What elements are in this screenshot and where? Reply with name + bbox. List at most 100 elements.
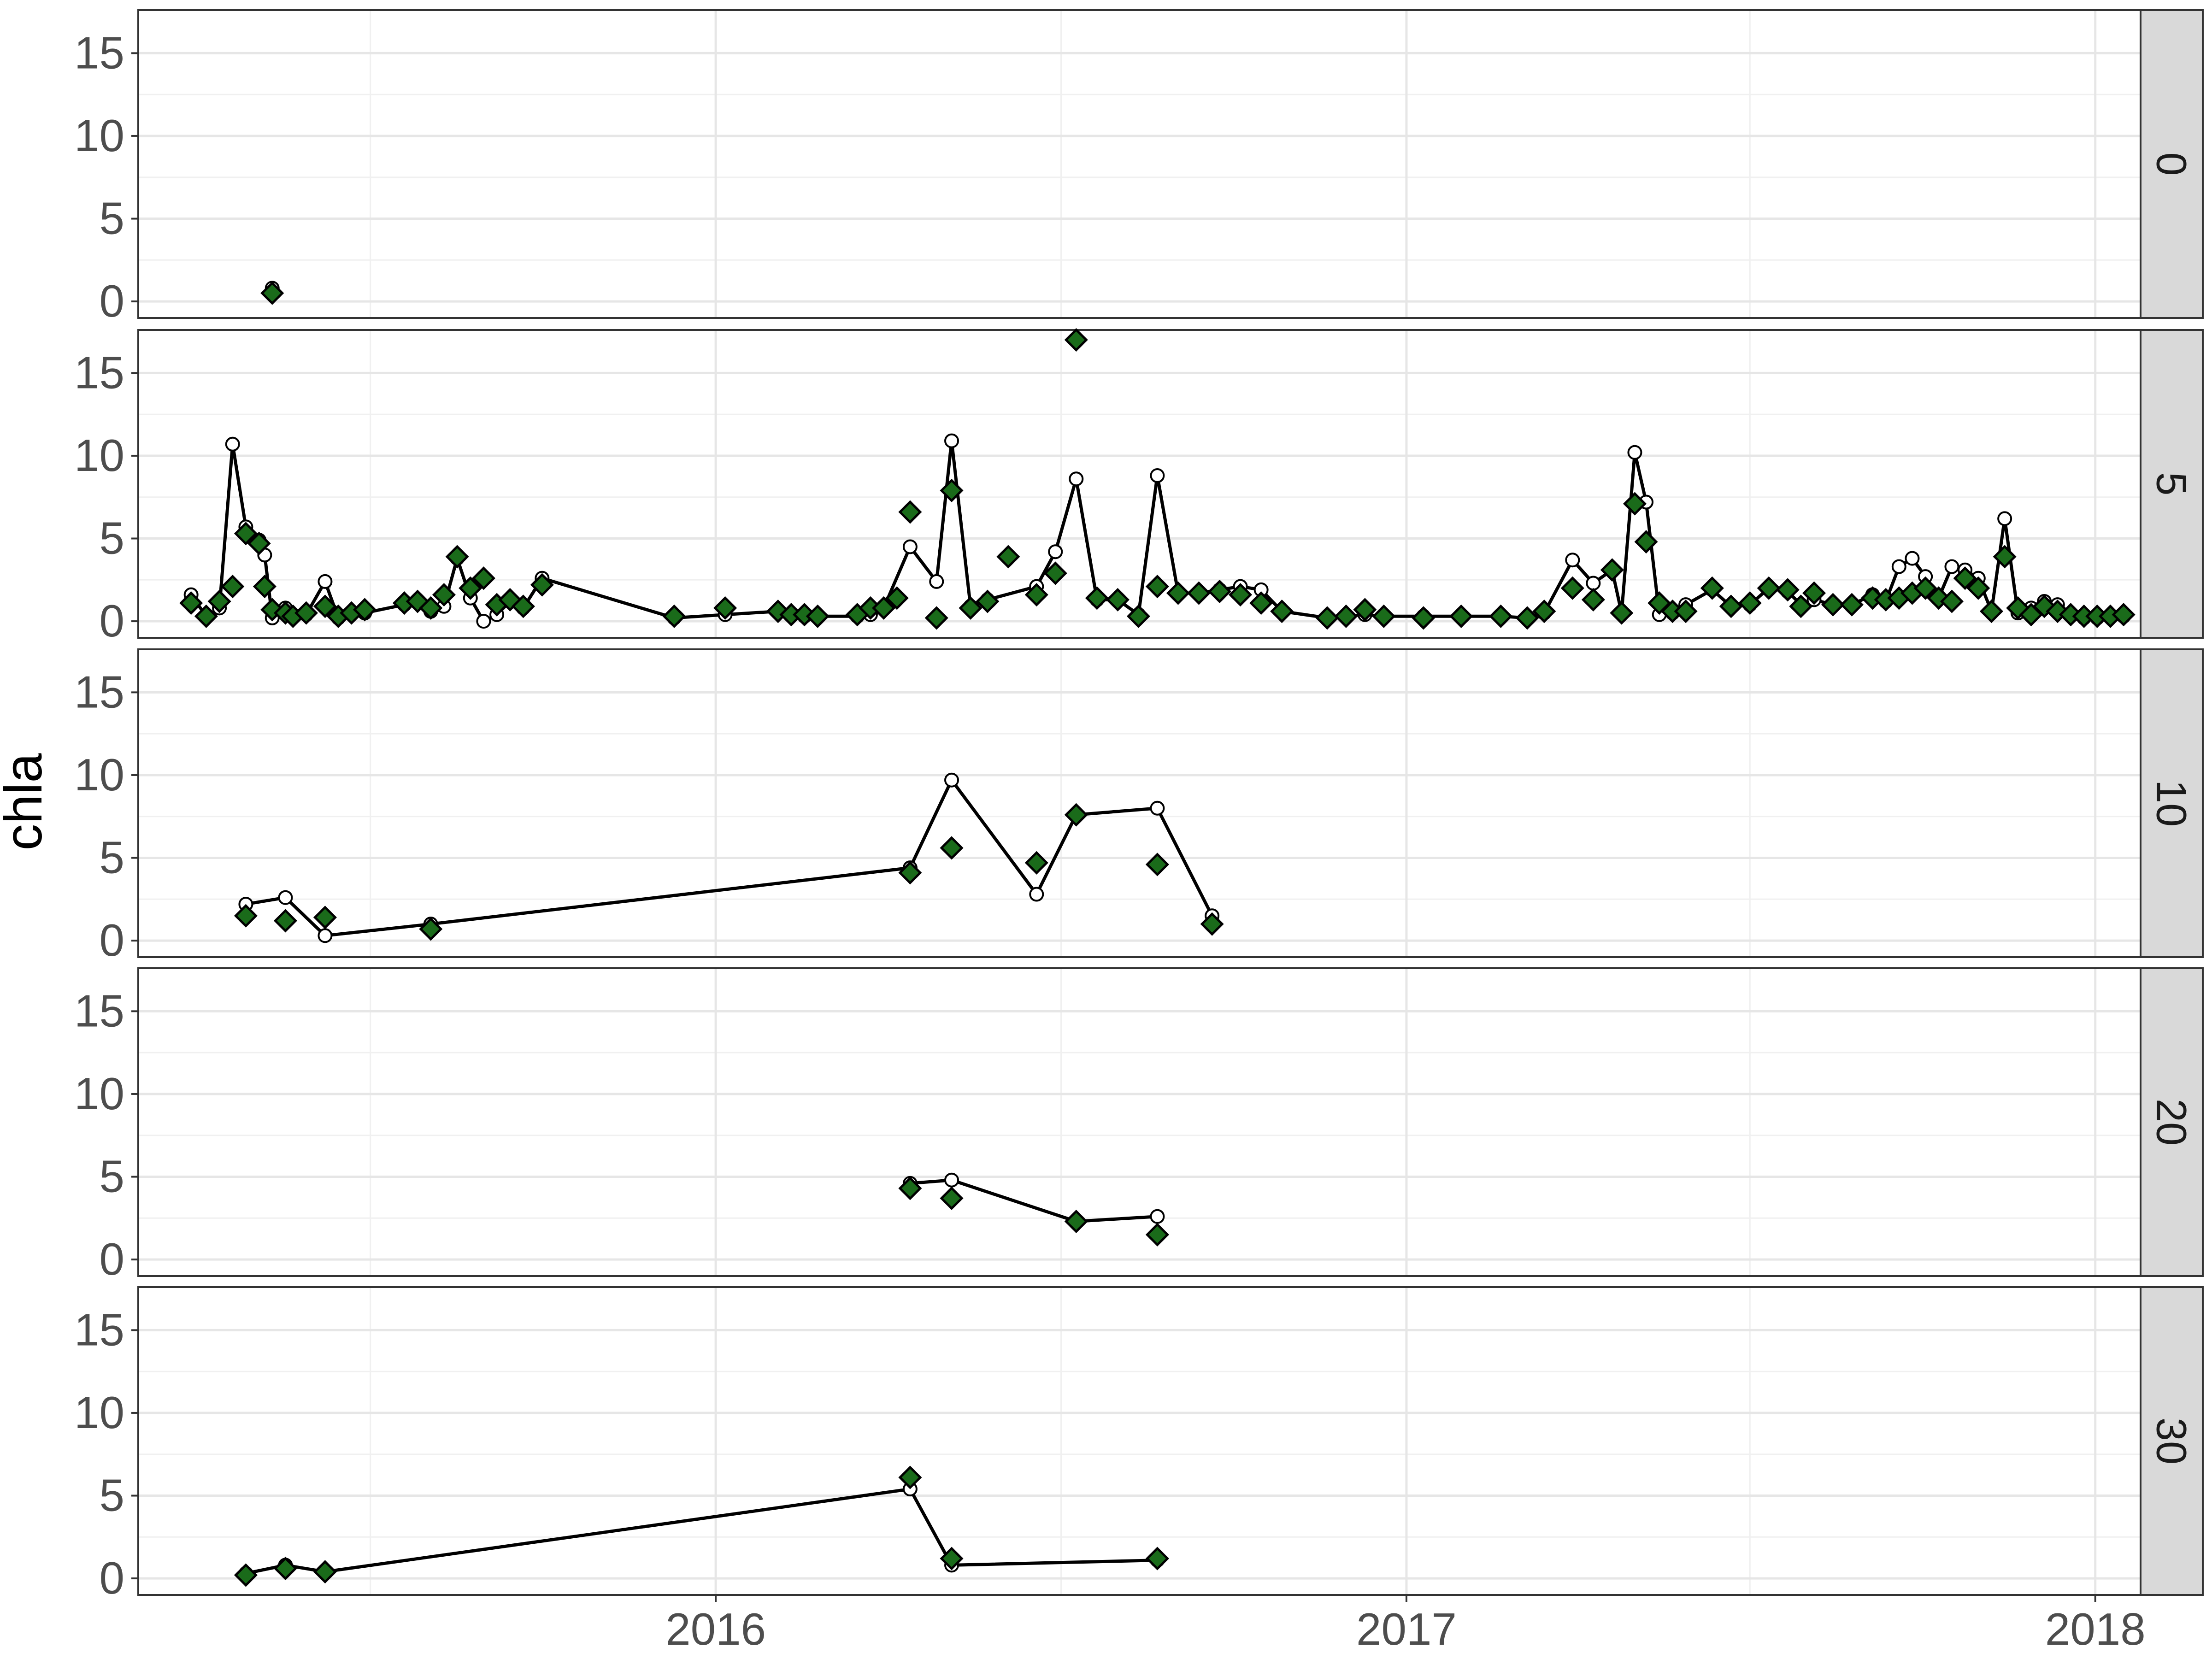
diamond-point — [1738, 591, 1762, 615]
diamond-point — [1674, 600, 1698, 624]
diamond-point — [924, 606, 948, 630]
x-tick-label: 2017 — [1356, 1604, 1457, 1654]
diamond-point — [898, 1465, 922, 1489]
facet-panel-0: 0 5 10 15 0 — [74, 9, 2204, 326]
diamond-point — [1913, 576, 1937, 600]
diamond-point — [194, 604, 218, 628]
facet-strip — [2140, 9, 2204, 319]
diamond-point — [1145, 853, 1169, 877]
diamond-point — [2112, 603, 2136, 627]
diamond-point — [313, 906, 337, 930]
open-circle-point — [944, 433, 959, 448]
facet-strip — [2140, 648, 2204, 958]
facet-strip-label: 10 — [2148, 780, 2195, 827]
diamond-point — [459, 576, 482, 600]
facet-panel-30: 0 5 10 15 30 — [74, 1286, 2204, 1603]
diamond-point — [445, 545, 469, 569]
diamond-point — [1993, 545, 2017, 569]
diamond-point — [260, 281, 284, 305]
diamond-point — [1979, 600, 2004, 624]
diamond-point — [1372, 604, 1396, 628]
diamond-point — [1449, 604, 1473, 628]
x-tick-label: 2016 — [665, 1604, 766, 1654]
open-circle-point — [225, 436, 240, 452]
y-tick-label: 15 — [74, 985, 124, 1036]
diamond-point — [1270, 600, 1294, 624]
diamond-point — [273, 909, 297, 933]
diamond-point — [221, 575, 245, 599]
open-circle-point — [476, 614, 491, 629]
diamond-point — [1208, 579, 1232, 603]
facet-strip-label: 30 — [2148, 1418, 2195, 1465]
facet-panels: 0 5 10 15 0 0 5 10 15 5 0 5 10 15 10 0 5 10 15 20 0 5 10 15 30 — [74, 9, 2204, 1603]
diamond-point — [1229, 583, 1253, 607]
diamond-point — [1043, 561, 1067, 585]
y-tick-label: 15 — [74, 1304, 124, 1355]
facet-strip-label: 20 — [2148, 1099, 2195, 1146]
diamond-point — [976, 589, 1000, 613]
y-tick-label: 15 — [74, 347, 124, 398]
y-tick-label: 0 — [99, 1553, 124, 1603]
diamond-point — [1187, 581, 1211, 605]
open-circle-point — [1069, 471, 1084, 487]
y-axis-title: chla — [0, 753, 53, 850]
x-tick-label: 2018 — [2045, 1604, 2146, 1654]
facet-panel-10: 0 5 10 15 10 — [74, 648, 2204, 965]
diamond-point — [1515, 606, 1539, 630]
diamond-point — [1700, 576, 1724, 600]
diamond-point — [1840, 593, 1864, 617]
open-circle-point — [1627, 445, 1642, 460]
diamond-point — [806, 604, 830, 628]
open-circle-point — [1891, 559, 1906, 574]
diamond-point — [1412, 606, 1435, 630]
diamond-point — [234, 904, 258, 928]
diamond-point — [1024, 583, 1048, 607]
open-circle-point — [944, 772, 959, 788]
diamond-point — [1560, 576, 1584, 600]
y-tick-label: 0 — [99, 595, 124, 646]
open-circle-point — [318, 928, 333, 943]
diamond-point — [898, 1177, 922, 1200]
diamond-point — [530, 573, 554, 597]
diamond-point — [1757, 576, 1781, 600]
diamond-point — [1953, 566, 1977, 590]
diamond-point — [1249, 591, 1273, 615]
open-circle-point — [944, 1172, 959, 1188]
diamond-point — [1145, 1223, 1169, 1247]
open-circle-point — [1905, 551, 1920, 566]
diamond-point — [1489, 604, 1513, 628]
y-tick-label: 0 — [99, 915, 124, 965]
diamond-point — [313, 1560, 337, 1584]
open-circle-point — [1150, 800, 1165, 816]
open-circle-point — [1029, 887, 1044, 902]
open-circle-point — [1048, 544, 1063, 559]
open-circle-point — [902, 539, 918, 554]
diamond-point — [432, 583, 456, 607]
facet-strip — [2140, 967, 2204, 1277]
series-line — [910, 1178, 1158, 1223]
diamond-point — [1166, 581, 1190, 605]
diamond-point — [234, 1563, 258, 1587]
y-tick-label: 5 — [99, 1470, 124, 1521]
facet-panel-5: 0 5 10 15 5 — [74, 328, 2204, 646]
open-circle-point — [1150, 1209, 1165, 1224]
diamond-point — [247, 531, 271, 555]
open-circle-point — [1586, 576, 1601, 591]
facet-strip-label: 5 — [2148, 472, 2195, 495]
y-tick-label: 15 — [74, 27, 124, 78]
diamond-point — [179, 591, 203, 615]
diamond-point — [207, 589, 231, 613]
diamond-point — [234, 522, 258, 546]
diamond-point — [511, 594, 535, 618]
diamond-point — [1776, 578, 1800, 602]
diamond-point — [1802, 581, 1826, 605]
diamond-point — [253, 575, 276, 599]
y-tick-label: 5 — [99, 193, 124, 244]
diamond-point — [1600, 558, 1624, 582]
diamond-point — [1610, 601, 1634, 625]
open-circle-point — [278, 890, 293, 905]
diamond-point — [940, 836, 964, 860]
facet-strip — [2140, 329, 2204, 639]
diamond-point — [273, 1557, 297, 1581]
